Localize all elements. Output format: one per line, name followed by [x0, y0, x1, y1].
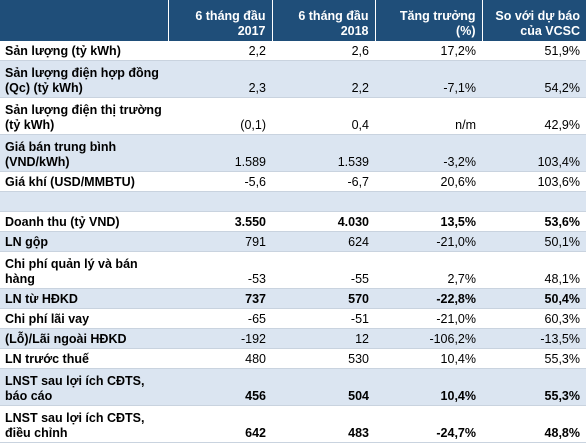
cell-growth: 10,4% — [375, 368, 482, 406]
cell-growth: -106,2% — [375, 328, 482, 349]
cell-2018: -51 — [272, 308, 375, 329]
row-label: LNST sau lợi ích CĐTS, báo cáo — [0, 368, 168, 406]
cell-vs-forecast: 54,2% — [482, 60, 586, 98]
row-label: LNST sau lợi ích CĐTS, điều chỉnh — [0, 405, 168, 443]
cell-2017 — [168, 191, 272, 212]
table-row: LN trước thuế 480 530 10,4% 55,3% — [0, 348, 586, 369]
cell-vs-forecast: 50,4% — [482, 288, 586, 309]
cell-growth: 2,7% — [375, 251, 482, 289]
cell-2017: 1.589 — [168, 134, 272, 172]
cell-growth: -21,0% — [375, 308, 482, 329]
cell-2017: (0,1) — [168, 97, 272, 135]
table-row: Giá bán trung bình (VND/kWh) 1.589 1.539 -3… — [0, 134, 586, 172]
table-row: Sản lượng điện thị trường (tỷ kWh) (0,1) 0… — [0, 97, 586, 135]
cell-vs-forecast: 48,1% — [482, 251, 586, 289]
table-row: LNST sau lợi ích CĐTS, điều chỉnh 642 483-… — [0, 405, 586, 443]
header-vs-forecast: So với dự báo của VCSC — [482, 0, 586, 41]
cell-2017: 737 — [168, 288, 272, 309]
cell-2018: 4.030 — [272, 211, 375, 232]
row-label: Giá bán trung bình (VND/kWh) — [0, 134, 168, 172]
table-row: Sản lượng điện hợp đồng (Qc) (tỷ kWh) 2,3… — [0, 60, 586, 98]
cell-2018: 570 — [272, 288, 375, 309]
cell-2017: 2,2 — [168, 41, 272, 61]
cell-vs-forecast: 51,9% — [482, 41, 586, 61]
cell-2018 — [272, 191, 375, 212]
cell-growth: 10,4% — [375, 348, 482, 369]
table-row: Chi phí lãi vay -65 -51 -21,0% 60,3% — [0, 308, 586, 329]
cell-vs-forecast: -13,5% — [482, 328, 586, 349]
cell-2017: -65 — [168, 308, 272, 329]
cell-vs-forecast: 103,6% — [482, 171, 586, 192]
table-row: (Lỗ)/Lãi ngoài HĐKD -192 12 -106,2% -13,5% — [0, 328, 586, 349]
cell-2018: 12 — [272, 328, 375, 349]
cell-growth: 13,5% — [375, 211, 482, 232]
cell-2017: 480 — [168, 348, 272, 369]
row-label: (Lỗ)/Lãi ngoài HĐKD — [0, 328, 168, 349]
cell-vs-forecast: 48,8% — [482, 405, 586, 443]
table-row: Sản lượng (tỷ kWh) 2,2 2,6 17,2% 51,9% — [0, 41, 586, 61]
cell-2017: -5,6 — [168, 171, 272, 192]
cell-2017: 642 — [168, 405, 272, 443]
row-label: LN trước thuế — [0, 348, 168, 369]
cell-growth: 17,2% — [375, 41, 482, 61]
cell-growth: -3,2% — [375, 134, 482, 172]
row-label: Chi phí lãi vay — [0, 308, 168, 329]
header-2018: 6 tháng đầu 2018 — [272, 0, 376, 41]
row-label: Doanh thu (tỷ VND) — [0, 211, 168, 232]
cell-2017: 3.550 — [168, 211, 272, 232]
cell-vs-forecast: 55,3% — [482, 348, 586, 369]
cell-2018: 504 — [272, 368, 375, 406]
table-row: Doanh thu (tỷ VND) 3.550 4.030 13,5% 53,6% — [0, 211, 586, 232]
row-label: Sản lượng (tỷ kWh) — [0, 41, 168, 61]
row-label: Giá khí (USD/MMBTU) — [0, 171, 168, 192]
cell-vs-forecast: 103,4% — [482, 134, 586, 172]
cell-2018: 0,4 — [272, 97, 375, 135]
cell-growth: -22,8% — [375, 288, 482, 309]
cell-2018: 483 — [272, 405, 375, 443]
cell-2018: 2,6 — [272, 41, 375, 61]
cell-vs-forecast: 55,3% — [482, 368, 586, 406]
cell-vs-forecast: 60,3% — [482, 308, 586, 329]
table-row: Chi phí quản lý và bán hàng -53 -55 2,7% 48,… — [0, 251, 586, 289]
row-label — [0, 191, 168, 212]
cell-growth: -24,7% — [375, 405, 482, 443]
row-label: LN từ HĐKD — [0, 288, 168, 309]
table-row: LNST sau lợi ích CĐTS, báo cáo 456 504 10,4… — [0, 368, 586, 406]
cell-2018: -6,7 — [272, 171, 375, 192]
table-header-row: 6 tháng đầu 2017 6 tháng đầu 2018 Tăng t… — [0, 0, 586, 41]
cell-growth — [375, 191, 482, 212]
cell-growth: -7,1% — [375, 60, 482, 98]
cell-growth: -21,0% — [375, 231, 482, 252]
table-row: LN từ HĐKD 737 570 -22,8% 50,4% — [0, 288, 586, 309]
header-label-cell — [0, 0, 169, 41]
row-label: Sản lượng điện hợp đồng (Qc) (tỷ kWh) — [0, 60, 168, 98]
row-label: Chi phí quản lý và bán hàng — [0, 251, 168, 289]
cell-growth: n/m — [375, 97, 482, 135]
table-row: LN gộp 791 624 -21,0% 50,1% — [0, 231, 586, 252]
cell-2018: 1.539 — [272, 134, 375, 172]
row-label: Sản lượng điện thị trường (tỷ kWh) — [0, 97, 168, 135]
cell-2018: 530 — [272, 348, 375, 369]
cell-2018: -55 — [272, 251, 375, 289]
cell-2017: -192 — [168, 328, 272, 349]
header-growth: Tăng trưởng (%) — [375, 0, 483, 41]
header-2017: 6 tháng đầu 2017 — [168, 0, 273, 41]
cell-2017: 456 — [168, 368, 272, 406]
cell-vs-forecast: 53,6% — [482, 211, 586, 232]
cell-2017: 2,3 — [168, 60, 272, 98]
table-row: Giá khí (USD/MMBTU) -5,6 -6,7 20,6% 103,6% — [0, 171, 586, 192]
cell-2018: 2,2 — [272, 60, 375, 98]
cell-2018: 624 — [272, 231, 375, 252]
cell-vs-forecast: 50,1% — [482, 231, 586, 252]
cell-vs-forecast: 42,9% — [482, 97, 586, 135]
cell-growth: 20,6% — [375, 171, 482, 192]
row-label: LN gộp — [0, 231, 168, 252]
cell-vs-forecast — [482, 191, 586, 212]
cell-2017: 791 — [168, 231, 272, 252]
table-row — [0, 191, 586, 212]
cell-2017: -53 — [168, 251, 272, 289]
